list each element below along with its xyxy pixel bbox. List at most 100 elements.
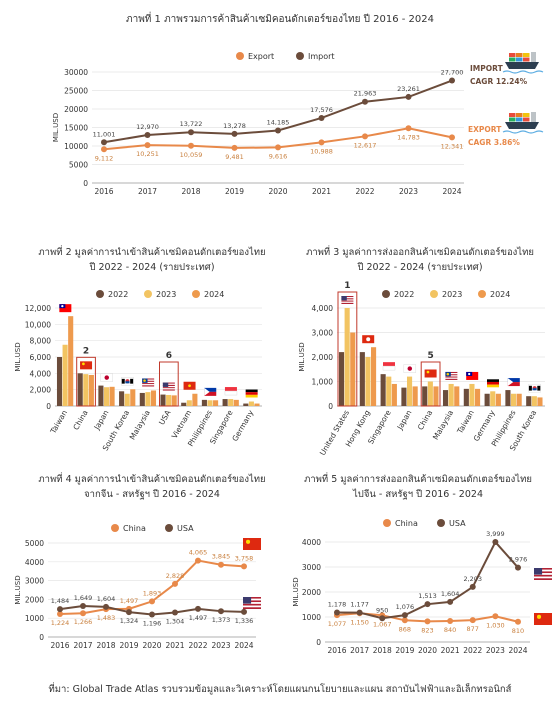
data-label: 1,324 <box>120 617 139 625</box>
bar-2022 <box>181 402 187 406</box>
flag-south-korea-icon <box>528 383 541 393</box>
y-axis-label: MIL.USD <box>292 577 300 606</box>
data-label: 2,203 <box>463 575 482 583</box>
legend-marker <box>144 290 152 298</box>
data-label: 1,604 <box>441 590 460 598</box>
data-point <box>101 139 107 146</box>
x-tick-label: Malaysia <box>128 409 152 442</box>
data-label: 1,266 <box>74 618 93 626</box>
data-label: 23,261 <box>397 85 420 93</box>
data-label: 1,076 <box>396 603 415 611</box>
data-point <box>218 608 224 615</box>
bar-2022 <box>442 390 449 406</box>
data-point <box>515 564 521 571</box>
data-point <box>447 598 454 605</box>
data-label: 9,616 <box>269 152 288 160</box>
y-tick-label: 10000 <box>64 142 88 151</box>
x-tick-label: China <box>416 409 435 432</box>
data-point <box>101 146 107 153</box>
x-tick-label: 2016 <box>50 641 69 650</box>
bar-2022 <box>139 392 145 406</box>
data-label: 840 <box>444 626 456 634</box>
bar-2023 <box>406 376 413 406</box>
y-tick-label: 8,000 <box>30 337 52 346</box>
data-label: 13,722 <box>180 120 203 128</box>
data-label: 868 <box>399 625 411 633</box>
export-cagr: CAGR 3.86% <box>468 138 520 147</box>
bar-2023 <box>427 381 433 406</box>
x-tick-label: 2024 <box>234 641 253 650</box>
flag-usa-icon <box>162 382 175 391</box>
flag-germany-icon <box>487 379 499 388</box>
flag-hong-kong-icon <box>362 335 375 344</box>
data-label: 3,999 <box>486 530 505 538</box>
y-tick-label: 1,000 <box>312 378 334 387</box>
rank-label: 5 <box>427 351 433 361</box>
data-point <box>218 561 224 568</box>
y-tick-label: 2000 <box>302 588 321 597</box>
legend-item: 2024 <box>490 290 510 299</box>
bar-2024 <box>150 390 157 406</box>
flag-philippines-icon <box>204 387 217 396</box>
data-label: 1,649 <box>74 594 93 602</box>
data-point <box>469 617 476 624</box>
y-tick-label: 2,000 <box>30 386 52 395</box>
bar-2023 <box>490 391 496 406</box>
data-point <box>231 144 238 151</box>
rank-label: 1 <box>344 281 350 291</box>
bar-2022 <box>119 391 125 406</box>
data-point <box>515 618 521 625</box>
x-tick-label: 2016 <box>327 646 346 655</box>
y-tick-label: 0 <box>46 402 51 411</box>
highlight-box <box>420 361 441 407</box>
bar-2022 <box>526 396 532 406</box>
y-tick-label: 25000 <box>64 87 88 96</box>
bar-2023 <box>531 396 537 406</box>
data-label: 1,336 <box>235 617 254 625</box>
y-tick-label: 15000 <box>64 124 88 133</box>
y-axis-label: MIL.USD <box>14 342 22 371</box>
bar-2024 <box>350 332 356 406</box>
data-point <box>241 563 247 570</box>
y-tick-label: 4000 <box>25 558 44 567</box>
data-point <box>57 610 63 617</box>
chart-title: ปี 2022 - 2024 (รายประเทศ) <box>89 261 215 273</box>
data-label: 2,828 <box>166 572 185 580</box>
data-point <box>172 609 178 616</box>
x-tick-label: 2024 <box>442 187 461 196</box>
x-tick-label: Japan <box>92 408 111 432</box>
bar-2022 <box>422 386 428 406</box>
bar-2022 <box>463 388 469 406</box>
x-tick-label: 2020 <box>142 641 161 650</box>
y-tick-label: 4000 <box>302 538 321 547</box>
data-point <box>241 608 247 615</box>
data-point <box>149 598 155 605</box>
data-point <box>401 617 408 624</box>
legend-item: USA <box>177 524 194 533</box>
x-tick-label: Japan <box>395 408 414 432</box>
data-label: 1,604 <box>97 595 116 603</box>
data-label: 12,970 <box>136 123 159 131</box>
data-point <box>334 609 340 616</box>
data-label: 1,196 <box>143 620 162 628</box>
x-tick-label: 2022 <box>355 187 374 196</box>
data-point <box>126 609 132 616</box>
chart-title: ภาพที่ 5 มูลค่าการส่งออกสินค้าเซมิคอนดัก… <box>304 472 532 485</box>
bar-2024 <box>88 374 94 406</box>
data-label: 9,481 <box>225 153 244 161</box>
data-point <box>144 142 151 149</box>
data-label: 1,177 <box>350 601 369 609</box>
bar-2023 <box>62 344 68 406</box>
flag-china-icon <box>243 538 261 550</box>
chart-title: ภาพที่ 1 ภาพรวมการค้าสินค้าเซมิคอนดักเตอ… <box>126 11 434 25</box>
x-tick-label: Taiwan <box>48 408 69 436</box>
flag-china-icon <box>534 613 552 625</box>
data-point <box>57 606 63 613</box>
bar-2024 <box>391 383 397 406</box>
data-point <box>80 610 86 617</box>
chart-title: ภาพที่ 4 มูลค่าการนำเข้าสินค้าเซมิคอนดัก… <box>38 472 265 485</box>
data-point <box>447 618 454 624</box>
x-tick-label: 2021 <box>165 641 184 650</box>
y-tick-label: 10,000 <box>25 320 51 329</box>
